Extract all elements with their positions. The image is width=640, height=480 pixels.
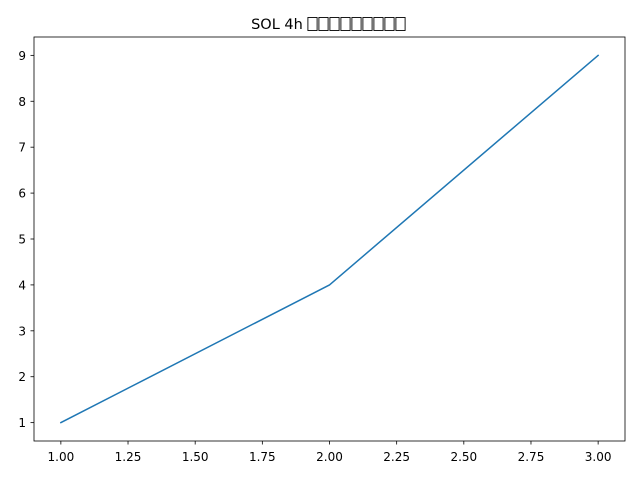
series-line: [59, 54, 600, 424]
y-tick-label: 9: [18, 49, 26, 63]
x-tick-label: 2.75: [518, 450, 545, 464]
x-tick-label: 1.50: [182, 450, 209, 464]
y-tick-label: 8: [18, 95, 26, 109]
title-missing-glyph-box: [340, 17, 351, 31]
y-tick-label: 4: [18, 278, 26, 292]
title-missing-glyph-box: [395, 17, 406, 31]
title-missing-glyphs: [307, 17, 406, 31]
x-tick-label: 1.75: [249, 450, 276, 464]
title-missing-glyph-box: [318, 17, 329, 31]
y-axis: 1 2 3 4 5 6 7 8 9: [18, 49, 34, 430]
x-tick-label: 2.25: [383, 450, 410, 464]
title-missing-glyph-box: [329, 17, 340, 31]
y-tick-label: 7: [18, 141, 26, 155]
title-missing-glyph-box: [373, 17, 384, 31]
x-tick-label: 1.25: [115, 450, 142, 464]
x-tick-label: 2.50: [450, 450, 477, 464]
x-axis: 1.00 1.25 1.50 1.75 2.00 2.25 2.50 2.75 3.00: [48, 441, 612, 464]
x-tick-label: 3.00: [585, 450, 612, 464]
y-tick-label: 6: [18, 187, 26, 201]
chart-title: SOL 4h: [251, 17, 303, 33]
y-tick-label: 3: [18, 324, 26, 338]
series-layer: [59, 54, 600, 424]
title-missing-glyph-box: [307, 17, 318, 31]
title-missing-glyph-box: [384, 17, 395, 31]
title-missing-glyph-box: [362, 17, 373, 31]
x-tick-label: 2.00: [316, 450, 343, 464]
x-tick-label: 1.00: [48, 450, 75, 464]
y-tick-label: 1: [18, 416, 26, 430]
y-tick-label: 2: [18, 370, 26, 384]
y-tick-label: 5: [18, 233, 26, 247]
title-missing-glyph-box: [351, 17, 362, 31]
